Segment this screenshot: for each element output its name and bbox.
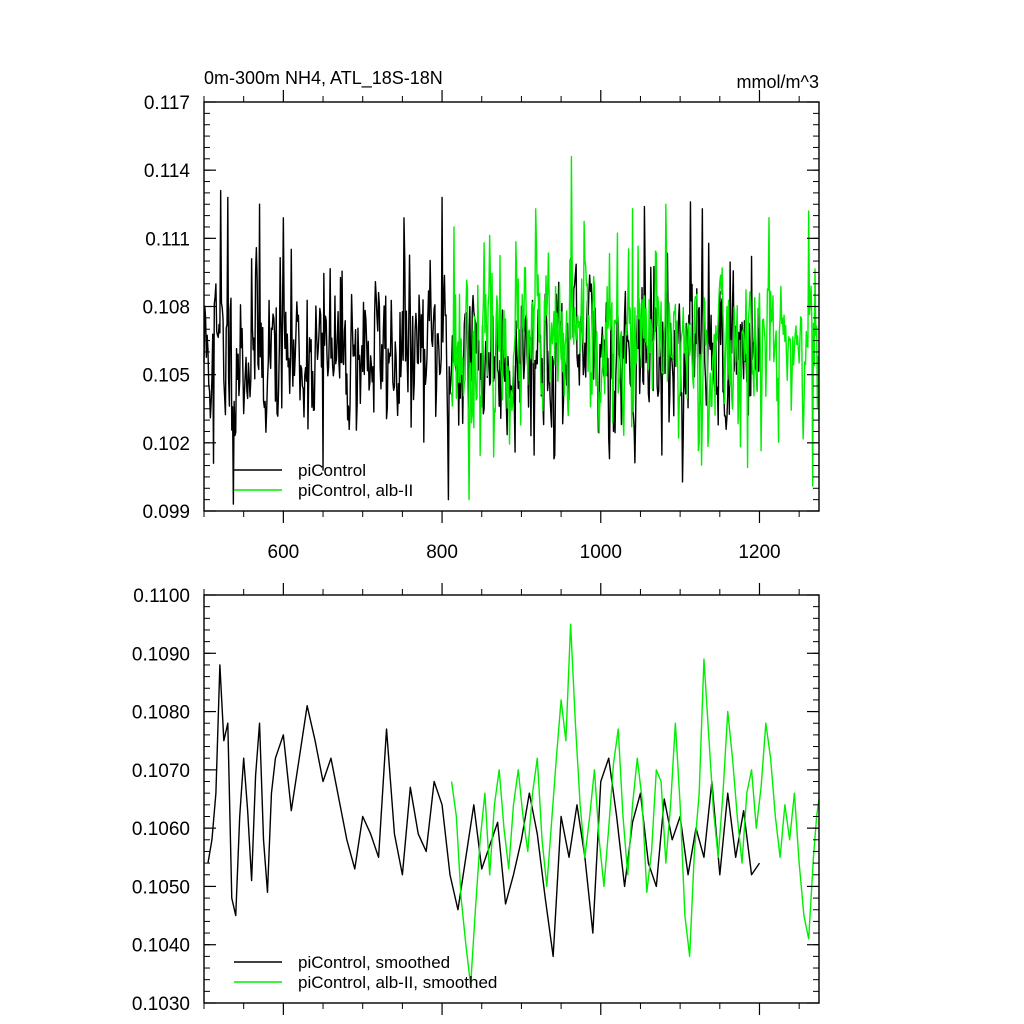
- bottom-ytick-label-1: 0.1040: [132, 936, 190, 957]
- bottom-ytick-label-4: 0.1070: [132, 761, 190, 782]
- top-ytick-label-1: 0.102: [142, 434, 190, 455]
- bottom-ytick-label-3: 0.1060: [132, 819, 190, 840]
- bottom-legend: piControl, smoothed piControl, alb-II, s…: [234, 953, 497, 992]
- bottom-plot-frame: [203, 594, 820, 1004]
- bottom-ticks-group: 0.1030 0.1040 0.1050 0.1060 0.1070 0.1080 0.10…: [132, 583, 819, 1015]
- top-ytick-label-5: 0.114: [144, 161, 191, 182]
- top-chart-units: mmol/m^3: [737, 72, 819, 92]
- bottom-ytick-label-7: 0.1100: [133, 586, 190, 607]
- top-xtick-label-1: 800: [426, 542, 458, 563]
- bottom-ytick-label-6: 0.1090: [132, 644, 190, 665]
- bottom-ytick-label-0: 0.1030: [132, 994, 190, 1015]
- top-ytick-label-0: 0.099: [142, 502, 190, 523]
- top-ytick-label-3: 0.108: [142, 298, 190, 319]
- top-xtick-label-3: 1200: [738, 542, 780, 563]
- bottom-legend-label-0: piControl, smoothed: [298, 953, 450, 972]
- top-series-line-1: [450, 155, 820, 501]
- top-ytick-label-4: 0.111: [145, 229, 190, 250]
- top-panel: 0m-300m NH4, ATL_18S-18N mmol/m^3 0.0990…: [142, 68, 820, 563]
- bottom-panel: 0.1030 0.1040 0.1050 0.1060 0.1070 0.1080 0.10…: [132, 583, 820, 1015]
- top-chart-title: 0m-300m NH4, ATL_18S-18N: [204, 68, 443, 89]
- top-xtick-label-0: 600: [268, 542, 300, 563]
- bottom-ytick-label-2: 0.1050: [132, 877, 190, 898]
- top-legend-label-1: piControl, alb-II: [298, 481, 413, 500]
- top-ticks-group: 0.099 0.102 0.105 0.108 0.111 0.114 0.117 600 80…: [142, 90, 819, 563]
- top-ytick-label-6: 0.117: [144, 93, 190, 114]
- top-legend: piControl piControl, alb-II: [234, 461, 413, 500]
- bottom-ytick-label-5: 0.1080: [132, 703, 190, 724]
- top-xtick-label-2: 1000: [580, 542, 622, 563]
- top-ytick-label-2: 0.105: [142, 366, 190, 387]
- bottom-series-line-0: [207, 664, 761, 958]
- top-plot-frame: [203, 101, 820, 512]
- top-legend-label-0: piControl: [298, 461, 366, 480]
- bottom-legend-label-1: piControl, alb-II, smoothed: [298, 973, 497, 992]
- bottom-series-line-1: [450, 623, 820, 987]
- top-series-group: [203, 155, 820, 505]
- bottom-series-group: [207, 623, 820, 987]
